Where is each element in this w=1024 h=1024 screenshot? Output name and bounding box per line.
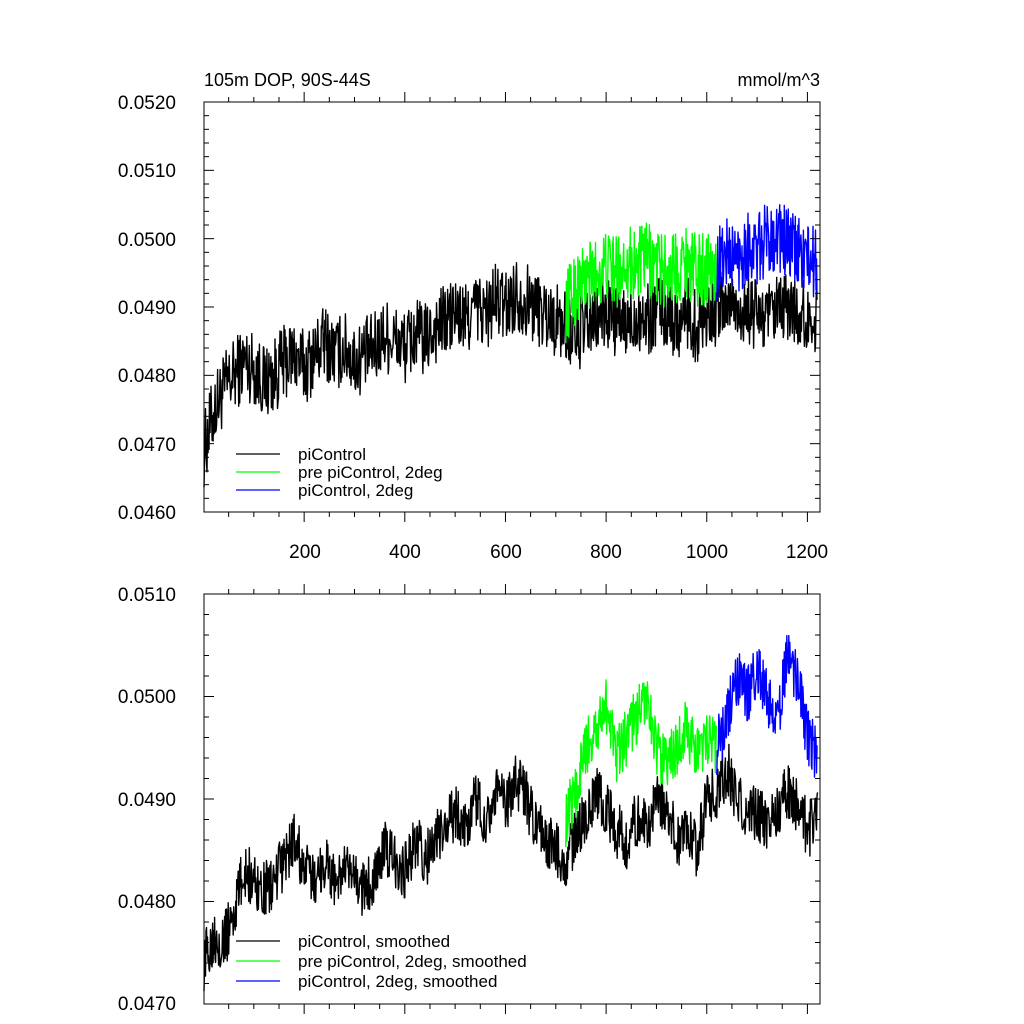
bottom-y-tick-label: 0.0490 [118,790,176,811]
bottom-y-tick-label: 0.0510 [118,585,176,606]
bottom-y-tick-label: 0.0470 [118,994,176,1015]
bottom-y-tick-label: 0.0480 [118,892,176,913]
legend-label-pre-picontrol-2deg-smoothed: pre piControl, 2deg, smoothed [298,952,527,971]
legend-label-picontrol-2deg-smoothed: piControl, 2deg, smoothed [298,972,497,991]
top-legend: piControl pre piControl, 2deg piControl,… [236,445,443,500]
bottom-series-picontrol-2deg-smoothed [716,634,818,778]
top-x-tick-label: 1200 [786,542,828,563]
top-y-tick-label: 0.0490 [118,298,176,319]
bottom-panel: 0.0510 0.0500 0.0490 0.0480 0.0470 piCon… [118,584,821,1015]
top-x-tick-label: 600 [490,542,522,563]
legend-label-picontrol-smoothed: piControl, smoothed [298,932,450,951]
top-ticks [204,92,820,522]
top-plot-lines [203,204,818,488]
top-y-tick-label: 0.0520 [118,93,176,114]
bottom-y-tick-label: 0.0500 [118,687,176,708]
top-y-tick-label: 0.0470 [118,435,176,456]
bottom-ticks [204,584,820,1014]
legend-label-picontrol-2deg: piControl, 2deg [298,481,413,500]
bottom-y-tick-labels: 0.0510 0.0500 0.0490 0.0480 0.0470 [118,585,176,1015]
top-x-tick-label: 800 [590,542,622,563]
legend-label-pre-picontrol-2deg: pre piControl, 2deg [298,463,443,482]
top-title: 105m DOP, 90S-44S [204,70,371,90]
top-series-picontrol [203,262,818,488]
top-panel: 105m DOP, 90S-44S mmol/m^3 0.0520 0.0510… [118,70,828,563]
top-x-tick-label: 400 [389,542,421,563]
top-y-tick-labels: 0.0520 0.0510 0.0500 0.0490 0.0480 0.047… [118,93,176,524]
top-y-tick-label: 0.0460 [118,503,176,524]
bottom-series-pre-picontrol-2deg-smoothed [565,679,717,848]
top-units: mmol/m^3 [738,70,820,90]
top-y-tick-label: 0.0510 [118,161,176,182]
legend-label-picontrol: piControl [298,445,366,464]
bottom-series-picontrol-smoothed [203,743,819,992]
top-x-tick-label: 1000 [686,542,728,563]
bottom-legend: piControl, smoothed pre piControl, 2deg,… [236,932,527,991]
top-x-tick-label: 200 [289,542,321,563]
bottom-plot-lines [203,634,819,992]
top-x-tick-labels: 200 400 600 800 1000 1200 [289,542,828,563]
top-y-tick-label: 0.0500 [118,230,176,251]
top-series-picontrol-2deg [716,204,818,302]
top-y-tick-label: 0.0480 [118,366,176,387]
top-series-pre-picontrol-2deg [565,222,717,344]
